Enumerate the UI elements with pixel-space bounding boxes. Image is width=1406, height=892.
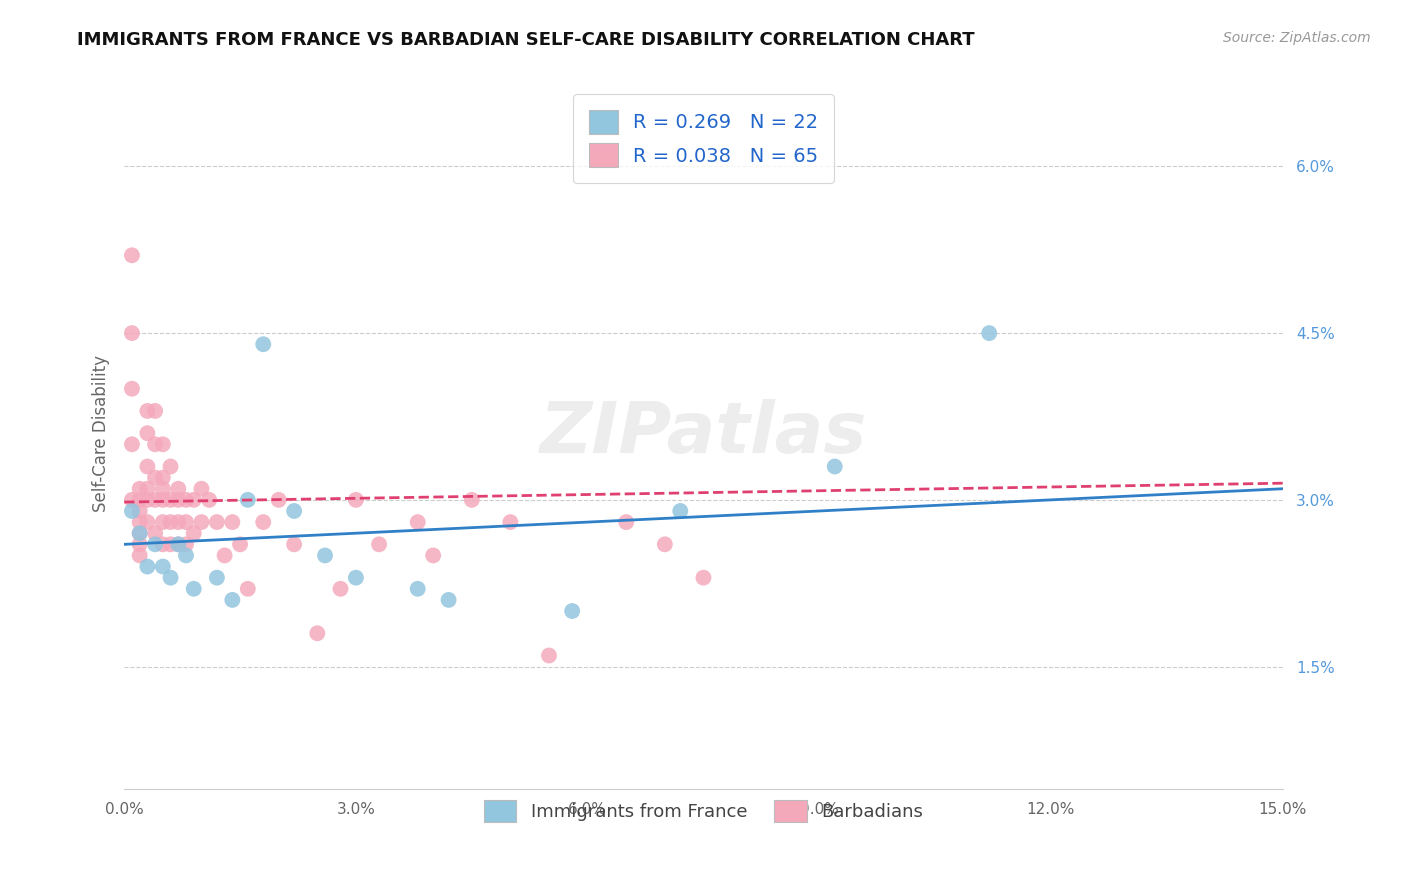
Point xyxy=(136,492,159,507)
Point xyxy=(136,515,159,529)
Point xyxy=(198,492,221,507)
Point xyxy=(136,404,159,418)
Point xyxy=(143,537,166,551)
Point xyxy=(236,492,259,507)
Point xyxy=(614,515,637,529)
Point xyxy=(174,537,197,551)
Point xyxy=(406,515,429,529)
Point xyxy=(221,515,243,529)
Point xyxy=(136,482,159,496)
Point xyxy=(979,326,1001,340)
Point xyxy=(174,549,197,563)
Point xyxy=(143,404,166,418)
Legend: Immigrants from France, Barbadians: Immigrants from France, Barbadians xyxy=(477,793,931,830)
Point xyxy=(121,382,143,396)
Point xyxy=(190,482,212,496)
Y-axis label: Self-Care Disability: Self-Care Disability xyxy=(93,355,110,512)
Point xyxy=(314,549,336,563)
Point xyxy=(167,492,190,507)
Point xyxy=(121,504,143,518)
Point xyxy=(152,515,174,529)
Point xyxy=(190,515,212,529)
Point xyxy=(136,559,159,574)
Point xyxy=(654,537,676,551)
Point xyxy=(143,526,166,541)
Point xyxy=(128,549,150,563)
Point xyxy=(167,515,190,529)
Point xyxy=(128,504,150,518)
Point xyxy=(205,515,228,529)
Point xyxy=(267,492,290,507)
Point xyxy=(128,526,150,541)
Point xyxy=(121,492,143,507)
Point xyxy=(669,504,692,518)
Point xyxy=(121,437,143,451)
Point xyxy=(167,482,190,496)
Point xyxy=(159,515,181,529)
Point xyxy=(143,437,166,451)
Point xyxy=(143,492,166,507)
Point xyxy=(461,492,484,507)
Point xyxy=(128,492,150,507)
Point xyxy=(229,537,252,551)
Point xyxy=(561,604,583,618)
Point xyxy=(283,537,305,551)
Point xyxy=(283,504,305,518)
Point xyxy=(252,337,274,351)
Point xyxy=(368,537,391,551)
Point xyxy=(152,559,174,574)
Point xyxy=(128,537,150,551)
Point xyxy=(136,459,159,474)
Point xyxy=(128,482,150,496)
Point xyxy=(174,492,197,507)
Point xyxy=(344,571,367,585)
Point xyxy=(344,492,367,507)
Point xyxy=(183,526,205,541)
Point xyxy=(152,482,174,496)
Point xyxy=(183,582,205,596)
Point xyxy=(824,459,846,474)
Point xyxy=(437,593,460,607)
Point xyxy=(152,470,174,484)
Point xyxy=(422,549,444,563)
Point xyxy=(159,571,181,585)
Point xyxy=(307,626,329,640)
Point xyxy=(236,582,259,596)
Point xyxy=(406,582,429,596)
Point xyxy=(692,571,714,585)
Point xyxy=(152,537,174,551)
Point xyxy=(167,537,190,551)
Text: IMMIGRANTS FROM FRANCE VS BARBADIAN SELF-CARE DISABILITY CORRELATION CHART: IMMIGRANTS FROM FRANCE VS BARBADIAN SELF… xyxy=(77,31,974,49)
Point xyxy=(128,526,150,541)
Point xyxy=(252,515,274,529)
Point xyxy=(499,515,522,529)
Point xyxy=(537,648,560,663)
Point xyxy=(205,571,228,585)
Point xyxy=(159,492,181,507)
Point xyxy=(136,426,159,441)
Point xyxy=(121,248,143,262)
Point xyxy=(183,492,205,507)
Text: ZIPatlas: ZIPatlas xyxy=(540,399,868,467)
Point xyxy=(152,492,174,507)
Point xyxy=(128,515,150,529)
Point xyxy=(167,537,190,551)
Point xyxy=(143,470,166,484)
Point xyxy=(329,582,352,596)
Point xyxy=(121,326,143,340)
Point xyxy=(174,515,197,529)
Point xyxy=(214,549,236,563)
Text: Source: ZipAtlas.com: Source: ZipAtlas.com xyxy=(1223,31,1371,45)
Point xyxy=(152,437,174,451)
Point xyxy=(159,459,181,474)
Point xyxy=(159,537,181,551)
Point xyxy=(221,593,243,607)
